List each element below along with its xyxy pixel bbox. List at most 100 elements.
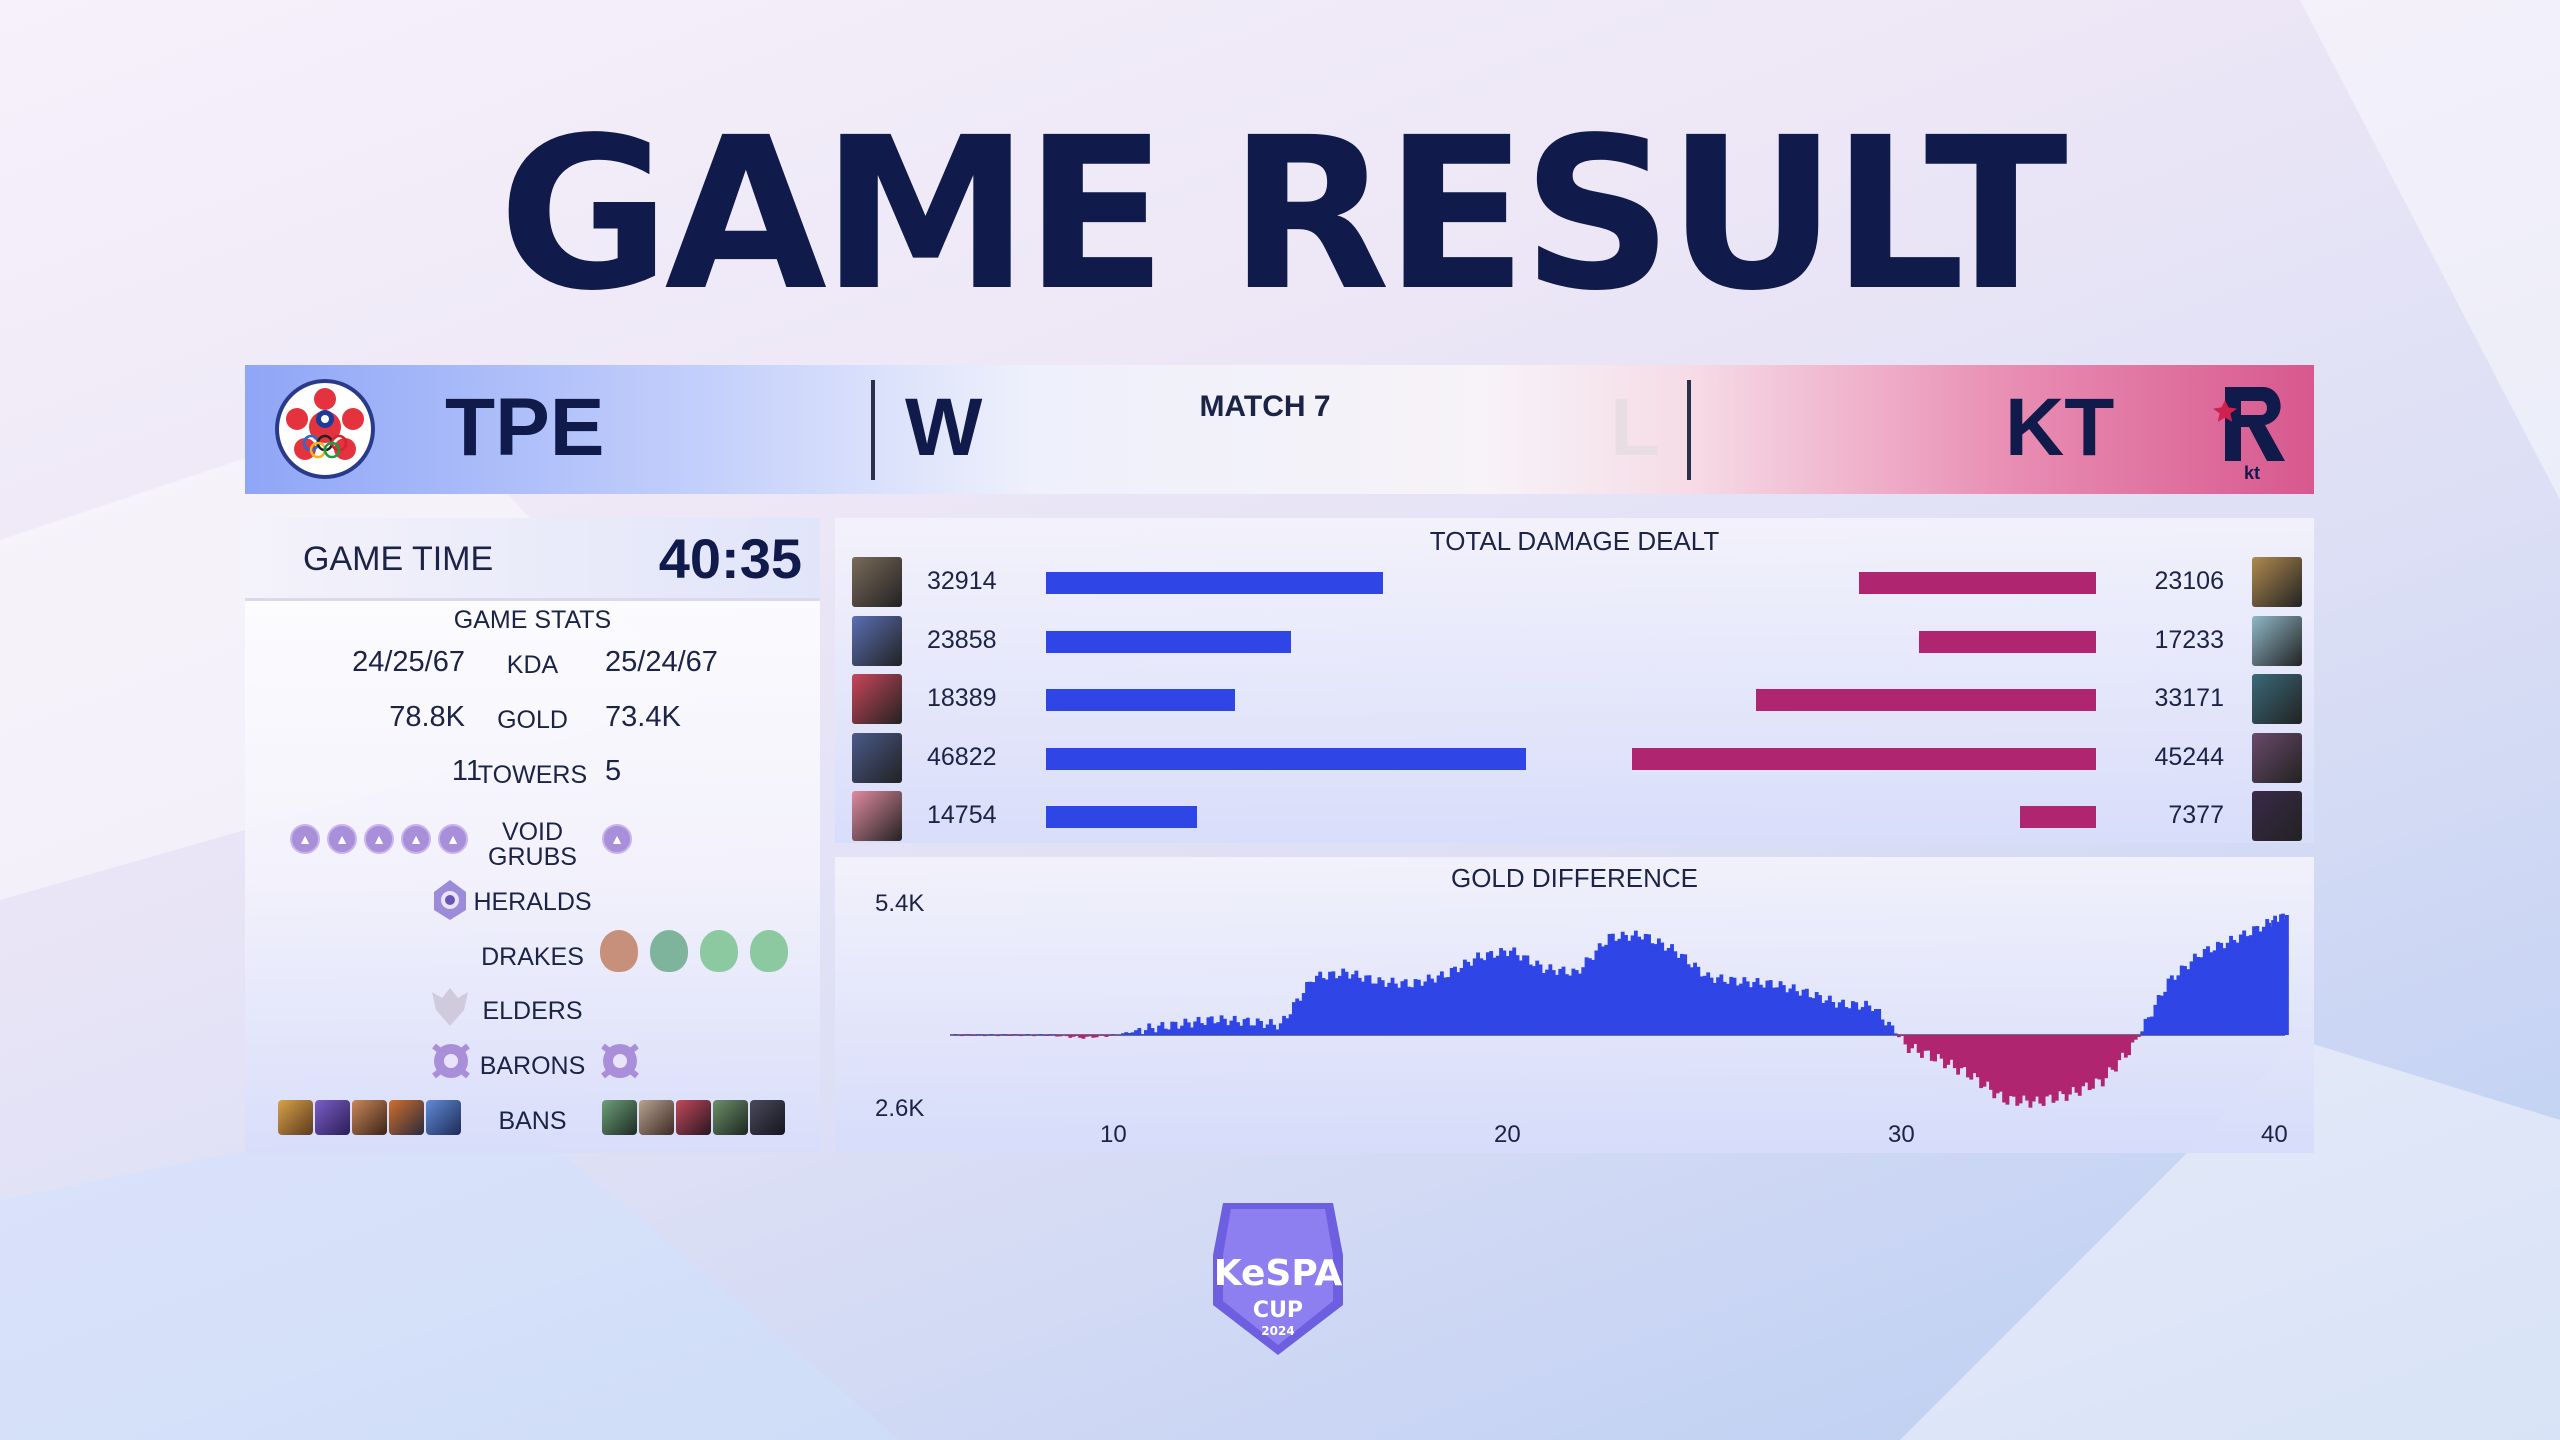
gold-difference-bar [1005, 1035, 1010, 1036]
gold-difference-bar [2173, 979, 2178, 1035]
gold-difference-bar [1400, 981, 1405, 1035]
gold-difference-bar [1088, 1035, 1092, 1037]
void-grub-icon: ▲ [602, 824, 632, 854]
gold-difference-bar [2081, 1035, 2085, 1087]
gold-difference-bar [1781, 985, 1786, 1035]
gold-difference-bar [2252, 926, 2256, 1035]
gold-difference-bar [2127, 1035, 2132, 1056]
damage-value-right: 45244 [2154, 742, 2224, 771]
gold-difference-bar [1933, 1035, 1938, 1062]
gold-difference-bar [1255, 1018, 1260, 1035]
gold-difference-bar [2279, 914, 2283, 1035]
gold-difference-bar [1328, 971, 1332, 1035]
gold-difference-bar [2090, 1035, 2095, 1089]
gold-difference-bar [1617, 938, 1622, 1035]
gold-difference-bar [1956, 1035, 1961, 1075]
gold-difference-bar [1081, 1035, 1086, 1039]
gold-difference-bar [1288, 1014, 1293, 1035]
gold-difference-bar [1351, 974, 1356, 1035]
gold-difference-bar [1377, 977, 1382, 1035]
gold-difference-bar [2235, 942, 2240, 1035]
gold-difference-bar [1867, 1005, 1872, 1035]
gold-difference-bar [1482, 960, 1487, 1035]
gold-difference-bar [2048, 1035, 2053, 1095]
gold-difference-bar [1058, 1035, 1063, 1037]
gold-right: 73.4K [605, 701, 681, 733]
gold-difference-bar [1236, 1022, 1240, 1035]
gold-difference-bar [1841, 999, 1845, 1035]
gold-difference-bar [976, 1034, 981, 1035]
gold-difference-bar [1795, 991, 1799, 1035]
gold-difference-bar [2238, 934, 2243, 1035]
gold-difference-bar [1318, 971, 1323, 1035]
gold-difference-bar [2071, 1035, 2076, 1087]
gold-difference-bar [1048, 1034, 1053, 1035]
gold-difference-bar [1275, 1029, 1280, 1035]
gold-difference-bar [2110, 1035, 2115, 1070]
banned-champion-icon [315, 1100, 350, 1135]
void-grubs-label: VOID GRUBS [488, 818, 577, 871]
barons-label: BARONS [479, 1052, 586, 1080]
gold-difference-bar [1301, 993, 1306, 1035]
gold-difference-bar [1393, 983, 1398, 1035]
gold-difference-bar [1969, 1035, 1974, 1080]
gold-difference-bar [2021, 1035, 2026, 1096]
gold-difference-bar [1120, 1033, 1125, 1035]
svg-text:kt: kt [2244, 463, 2260, 483]
gold-difference-bar [1538, 964, 1543, 1035]
gold-difference-bar [1522, 955, 1526, 1035]
gold-difference-bar [2012, 1035, 2016, 1097]
gold-difference-bar [1183, 1018, 1188, 1035]
gold-difference-bar [1229, 1020, 1234, 1035]
void-grub-icon: ▲ [438, 824, 468, 854]
gold-difference-title: GOLD DIFFERENCE [1450, 863, 1699, 893]
gold-difference-bar [1916, 1035, 1921, 1053]
gold-difference-bar [1653, 944, 1658, 1035]
gold-difference-bar [959, 1035, 964, 1037]
gold-difference-bar [1883, 1025, 1888, 1035]
gold-difference-bar [1607, 934, 1612, 1035]
gold-difference-bar [2031, 1035, 2036, 1102]
gold-difference-bar [1742, 977, 1747, 1035]
gold-difference-bar [1890, 1025, 1895, 1035]
gold-difference-bar [1906, 1035, 1911, 1054]
gold-difference-bar [1449, 967, 1454, 1035]
gold-difference-bar [1203, 1025, 1208, 1035]
gold-difference-bar [1272, 1024, 1277, 1035]
gold-difference-bar [1485, 952, 1490, 1035]
gold-difference-bar [1331, 971, 1336, 1035]
gold-label: GOLD [497, 706, 568, 734]
gold-difference-bar [1814, 992, 1819, 1035]
gold-difference-bar [1702, 975, 1707, 1035]
team-right-result: L [1610, 382, 1661, 473]
x-tick-label: 40 [2261, 1121, 2288, 1148]
gold-difference-bar [1413, 979, 1418, 1035]
gold-difference-bar [1913, 1035, 1918, 1044]
gold-difference-bar [1962, 1035, 1967, 1068]
gold-difference-bar [1065, 1035, 1069, 1037]
gold-difference-bar [1555, 974, 1559, 1035]
gold-difference-bar [1430, 978, 1434, 1035]
gold-difference-bar [2176, 975, 2181, 1035]
damage-value-left: 14754 [927, 801, 997, 829]
gold-difference-bar [1676, 957, 1681, 1035]
gold-difference-bar [2008, 1035, 2013, 1097]
gold-difference-bar [1939, 1035, 1944, 1059]
gold-difference-bar [1847, 1008, 1852, 1035]
gold-difference-bar [1712, 982, 1717, 1035]
gold-difference-bar [1410, 987, 1415, 1035]
gold-difference-bar [1709, 977, 1714, 1035]
gold-difference-bar [1735, 985, 1740, 1035]
gold-difference-bar [2261, 926, 2266, 1035]
gold-difference-bar [1979, 1035, 1984, 1089]
team-left-name: TPE [445, 382, 605, 473]
gold-difference-bar [2117, 1035, 2122, 1061]
gold-difference-bar [1656, 938, 1661, 1035]
gold-difference-bar [1466, 961, 1471, 1035]
gold-difference-bar [2232, 940, 2237, 1035]
gold-difference-bar [1525, 955, 1530, 1035]
gold-difference-bar [1459, 967, 1464, 1035]
gold-difference-bar [1966, 1035, 1970, 1078]
gold-difference-bar [1775, 987, 1780, 1035]
gold-difference-bar [1370, 983, 1375, 1035]
